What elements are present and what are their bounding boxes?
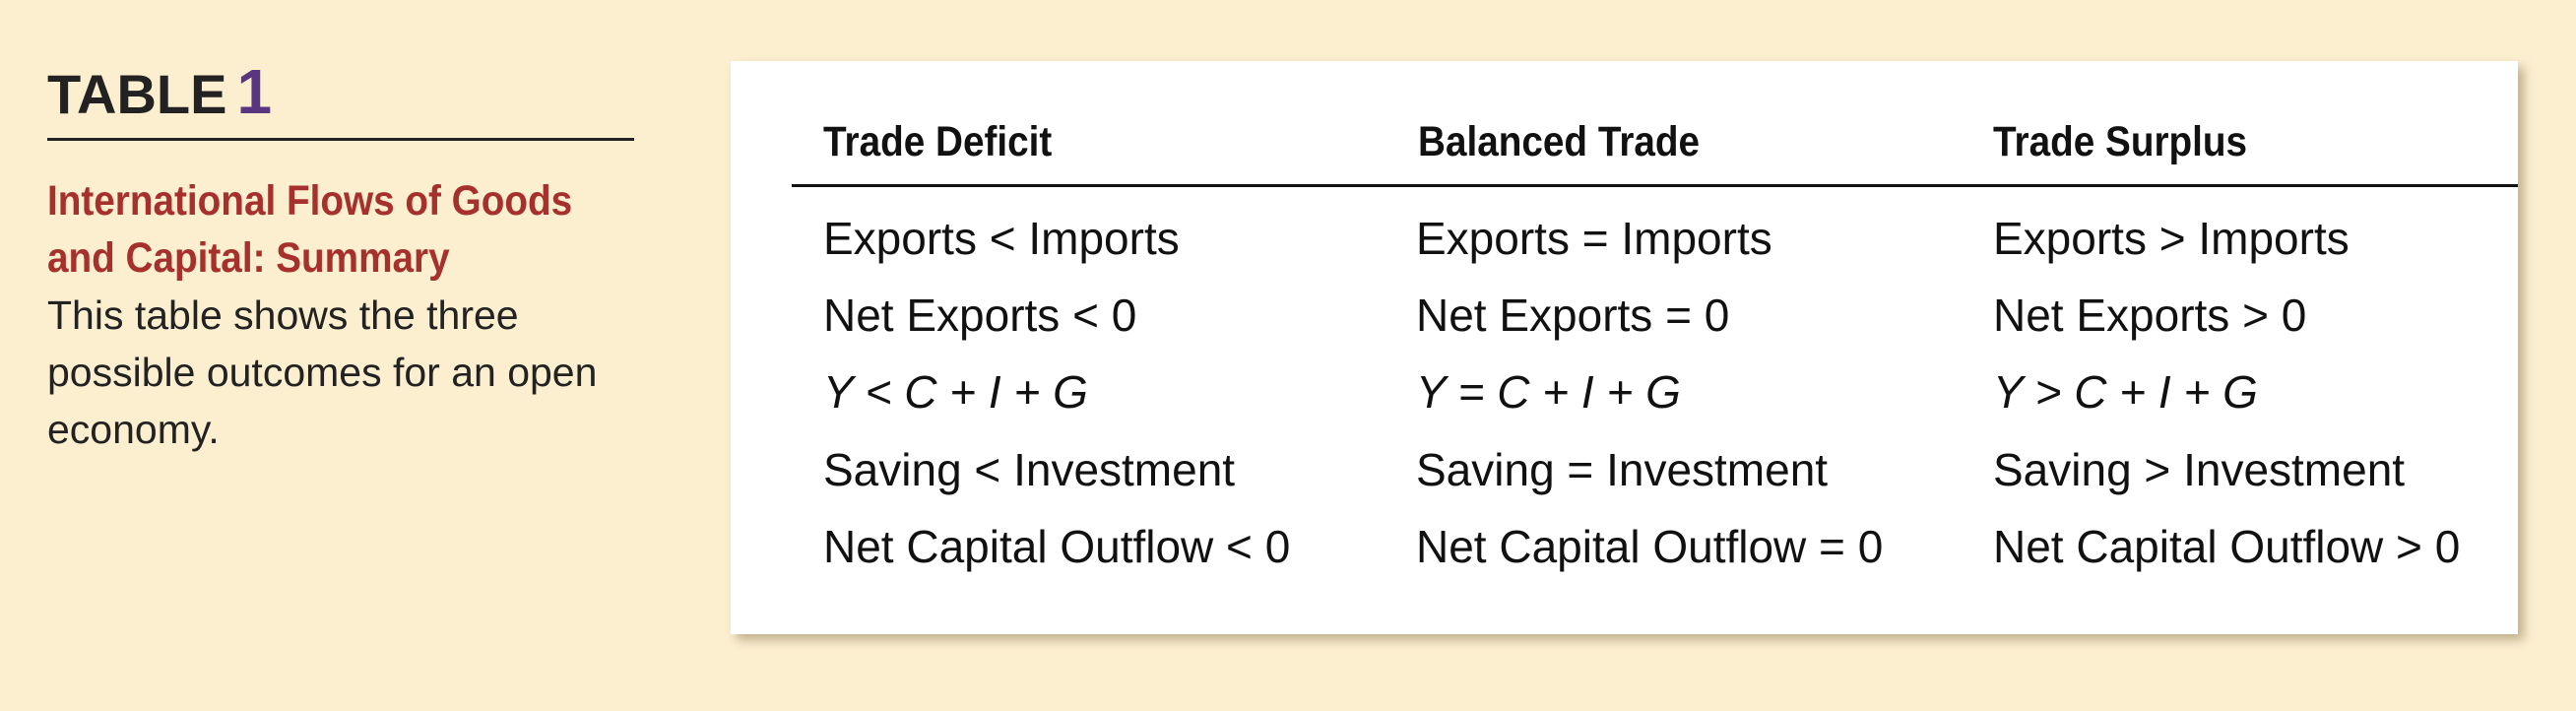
caption-title-line-2: and Capital: Summary xyxy=(47,234,450,282)
header-trade-deficit: Trade Deficit xyxy=(823,118,1053,165)
caption-title-line-1: International Flows of Goods xyxy=(47,177,573,225)
summary-table: Trade Deficit Balanced Trade Trade Surpl… xyxy=(731,61,2518,634)
balanced-row-exports: Exports = Imports xyxy=(1416,213,1772,264)
deficit-row-capital-outflow: Net Capital Outflow < 0 xyxy=(823,521,1291,572)
table-caption-panel: TABLE 1 International Flows of Goods and … xyxy=(47,57,634,458)
table-number: 1 xyxy=(236,56,273,127)
surplus-row-capital-outflow: Net Capital Outflow > 0 xyxy=(1993,521,2461,572)
balanced-row-identity: Y = C + I + G xyxy=(1416,366,1681,418)
balanced-row-net-exports: Net Exports = 0 xyxy=(1416,290,1730,341)
balanced-row-capital-outflow: Net Capital Outflow = 0 xyxy=(1416,521,1884,572)
table-label: TABLE 1 xyxy=(47,57,634,126)
surplus-row-exports: Exports > Imports xyxy=(1993,213,2350,264)
header-divider xyxy=(792,184,2518,187)
deficit-row-identity: Y < C + I + G xyxy=(823,366,1088,418)
deficit-row-saving: Saving < Investment xyxy=(823,444,1236,495)
deficit-row-net-exports: Net Exports < 0 xyxy=(823,290,1137,341)
table-label-word: TABLE xyxy=(47,63,227,125)
caption-divider xyxy=(47,138,634,141)
surplus-row-net-exports: Net Exports > 0 xyxy=(1993,290,2307,341)
deficit-row-exports: Exports < Imports xyxy=(823,213,1180,264)
surplus-row-saving: Saving > Investment xyxy=(1993,444,2406,495)
surplus-row-identity: Y > C + I + G xyxy=(1993,366,2258,418)
header-trade-surplus: Trade Surplus xyxy=(1993,118,2248,165)
balanced-row-saving: Saving = Investment xyxy=(1416,444,1829,495)
caption-title: International Flows of Goods and Capital… xyxy=(47,172,575,287)
header-balanced-trade: Balanced Trade xyxy=(1418,118,1701,165)
caption-body: This table shows the three possible outc… xyxy=(47,292,598,452)
